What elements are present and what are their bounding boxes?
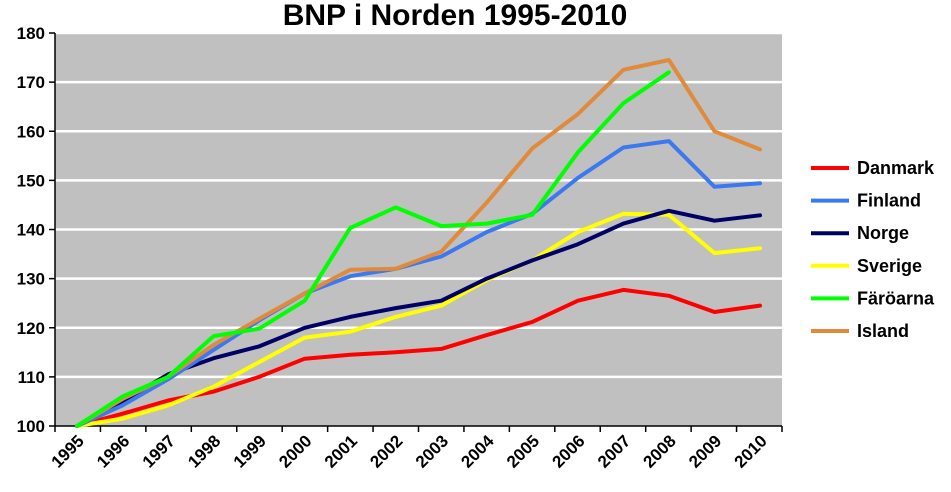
y-tick-label: 160: [17, 122, 45, 141]
x-tick-label: 2000: [275, 431, 315, 471]
legend-label-norge: Norge: [857, 223, 909, 243]
y-tick-label: 120: [17, 319, 45, 338]
y-tick-label: 140: [17, 221, 45, 240]
y-tick-label: 170: [17, 73, 45, 92]
x-tick-label: 2010: [731, 431, 771, 471]
y-tick-label: 130: [17, 270, 45, 289]
series-lines: [75, 58, 762, 428]
legend-label-island: Island: [857, 321, 909, 341]
series-line-island: [75, 58, 762, 428]
gridlines: [49, 31, 782, 427]
x-tick-label: 1999: [230, 431, 270, 471]
legend-label-sverige: Sverige: [857, 256, 922, 276]
x-tick-label: 2006: [549, 431, 589, 471]
y-tick-labels: 100 110 120 130 140 150 160 170 180: [17, 24, 45, 436]
chart-title: BNP i Norden 1995-2010: [283, 0, 628, 32]
x-tick-label: 2009: [685, 431, 725, 471]
x-tick-label: 2005: [503, 431, 543, 471]
legend-label-finland: Finland: [857, 191, 921, 211]
x-tick-label: 2001: [321, 431, 361, 471]
x-tick-label: 2008: [640, 431, 680, 471]
x-tick-label: 2004: [457, 431, 498, 472]
x-tick-label: 1996: [93, 431, 133, 471]
y-tick-label: 100: [17, 417, 45, 436]
series-line-sverige: [75, 211, 762, 428]
series-line-faroarna: [75, 70, 671, 428]
legend-label-danmark: Danmark: [857, 158, 935, 178]
axes: [54, 33, 783, 432]
x-tick-label: 2002: [366, 431, 406, 471]
series-line-finland: [75, 139, 762, 428]
x-tick-label: 2007: [594, 431, 634, 471]
x-tick-labels: 1995 1996 1997 1998 1999 2000 2001 2002 2003 2004…: [48, 431, 771, 472]
legend-label-faroarna: Färöarna: [857, 288, 935, 308]
y-tick-label: 180: [17, 24, 45, 43]
x-tick-label: 1995: [48, 431, 88, 471]
y-tick-label: 150: [17, 171, 45, 190]
y-tick-label: 110: [18, 368, 45, 387]
x-tick-label: 1997: [139, 431, 179, 471]
x-tick-label: 1998: [184, 431, 224, 471]
x-tick-label: 2003: [412, 431, 452, 471]
legend: Danmark Finland Norge Sverige Färöarna Island: [811, 158, 935, 341]
